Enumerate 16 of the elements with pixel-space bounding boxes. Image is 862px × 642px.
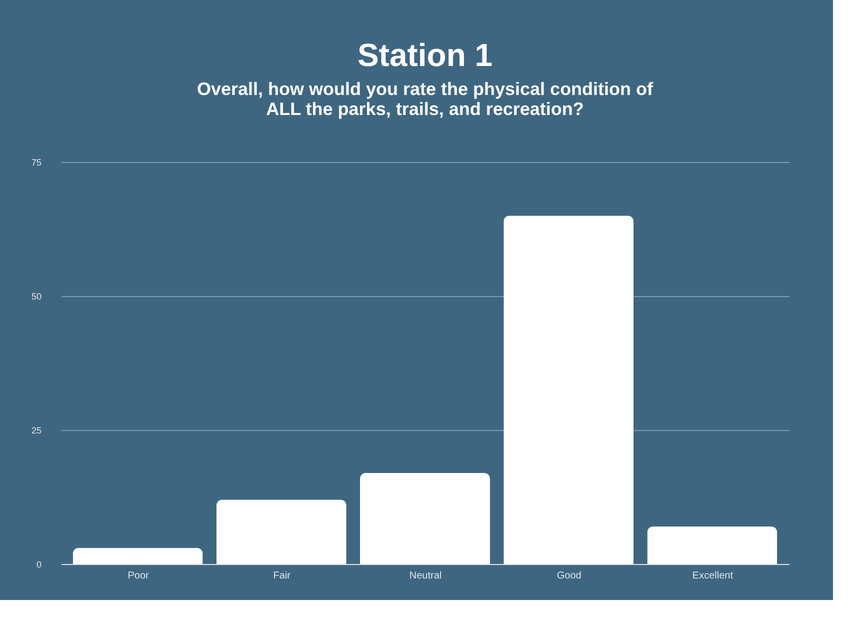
y-tick-label: 50 [31, 292, 42, 302]
x-tick-label: Poor [128, 570, 150, 582]
bar [360, 472, 490, 564]
x-tick-label: Neutral [409, 570, 442, 582]
bar [504, 216, 634, 564]
x-tick-label: Good [556, 570, 582, 582]
chart-title: Station 1 [357, 37, 493, 73]
y-tick-label: 75 [31, 158, 42, 168]
x-tick-label: Excellent [692, 570, 734, 582]
y-tick-label: 0 [36, 560, 42, 570]
chart-subtitle: Overall, how would you rate the physical condition of ALL the parks, trails, and recreation? [196, 79, 654, 119]
bar [72, 548, 203, 564]
bar [216, 500, 346, 564]
y-tick-label: 25 [31, 426, 42, 436]
x-tick-label: Fair [273, 570, 292, 582]
bar [647, 526, 778, 564]
